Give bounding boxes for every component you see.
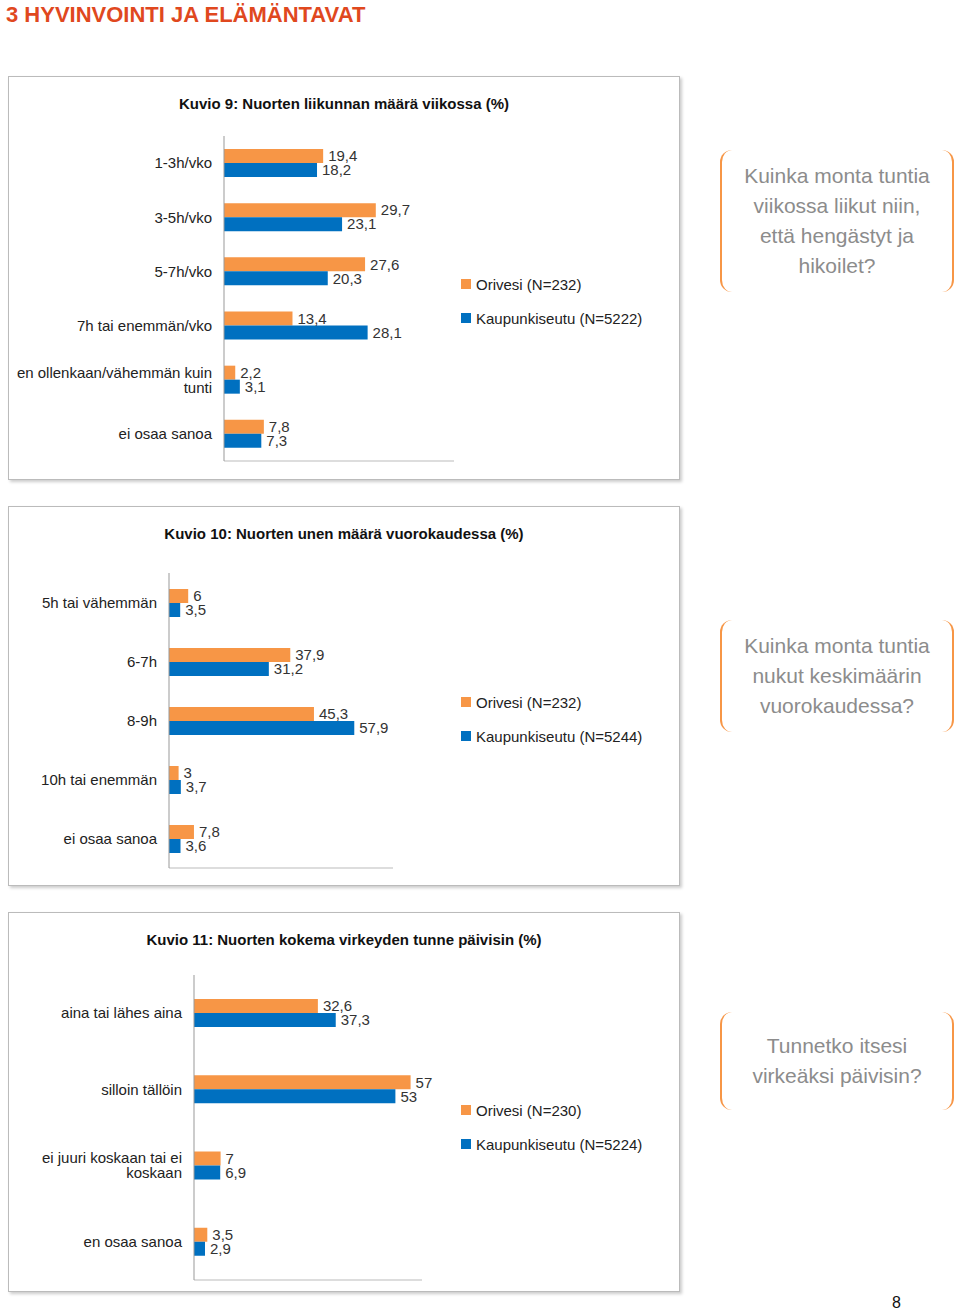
svg-text:7,8: 7,8 xyxy=(199,823,220,841)
svg-text:3,5: 3,5 xyxy=(185,601,206,618)
svg-text:28,1: 28,1 xyxy=(373,324,402,341)
svg-text:53: 53 xyxy=(400,1088,417,1105)
svg-text:27,6: 27,6 xyxy=(370,256,399,273)
svg-text:aina tai lähes aina: aina tai lähes aina xyxy=(61,1004,183,1021)
svg-text:37,3: 37,3 xyxy=(341,1011,370,1028)
svg-text:57,9: 57,9 xyxy=(359,719,388,736)
svg-text:silloin tällöin: silloin tällöin xyxy=(101,1081,182,1098)
svg-text:6,9: 6,9 xyxy=(225,1164,246,1181)
svg-text:en osaa sanoa: en osaa sanoa xyxy=(84,1233,183,1250)
svg-text:ei osaa sanoa: ei osaa sanoa xyxy=(64,830,158,847)
svg-text:32,6: 32,6 xyxy=(322,997,353,1015)
svg-text:7h tai enemmän/vko: 7h tai enemmän/vko xyxy=(77,317,212,334)
html-text:Kuinka monta tuntia viikossa l: Kuinka monta tuntia viikossa liikut niin… xyxy=(744,164,930,277)
html-text:Kaupunkiseutu (N=5222): Kaupunkiseutu (N=5222) xyxy=(476,309,643,327)
svg-text:7,3: 7,3 xyxy=(266,432,287,449)
svg-text:10h tai enemmän: 10h tai enemmän xyxy=(41,771,157,788)
svg-text:8-9h: 8-9h xyxy=(127,712,157,729)
svg-text:29,7: 29,7 xyxy=(381,201,410,218)
svg-text:57: 57 xyxy=(416,1074,433,1091)
html-text:Orivesi (N=230): Orivesi (N=230) xyxy=(476,1101,582,1119)
svg-text:31,2: 31,2 xyxy=(274,660,303,677)
svg-text:ei juuri koskaan tai eikoskaan: ei juuri koskaan tai eikoskaan xyxy=(42,1149,182,1181)
html-text:Kuvio 9: Nuorten liikunnan mää: Kuvio 9: Nuorten liikunnan määrä viikoss… xyxy=(179,95,509,112)
svg-text:45,3: 45,3 xyxy=(319,705,348,722)
svg-text:3-5h/vko: 3-5h/vko xyxy=(154,209,212,226)
svg-text:5-7h/vko: 5-7h/vko xyxy=(154,263,212,280)
svg-text:2,9: 2,9 xyxy=(210,1240,231,1257)
svg-text:3,6: 3,6 xyxy=(186,837,207,854)
svg-text:23,1: 23,1 xyxy=(347,215,376,232)
svg-text:6-7h: 6-7h xyxy=(127,653,157,670)
svg-text:7,8: 7,8 xyxy=(268,418,290,436)
html-text:8: 8 xyxy=(892,1294,901,1311)
svg-text:ei osaa sanoa: ei osaa sanoa xyxy=(119,425,213,442)
svg-text:3,1: 3,1 xyxy=(245,378,266,395)
svg-text:1-3h/vko: 1-3h/vko xyxy=(154,154,212,171)
html-text:3 HYVINVOINTI JA ELÄMÄNTAVAT: 3 HYVINVOINTI JA ELÄMÄNTAVAT xyxy=(6,2,366,27)
svg-text:3,5: 3,5 xyxy=(212,1226,234,1244)
svg-text:en ollenkaan/vähemmän kuintunt: en ollenkaan/vähemmän kuintunti xyxy=(17,364,212,396)
html-text:Kuvio 10: Nuorten unen määrä v: Kuvio 10: Nuorten unen määrä vuorokaudes… xyxy=(164,525,524,542)
svg-text:7: 7 xyxy=(225,1149,234,1167)
svg-text:2,2: 2,2 xyxy=(240,364,262,381)
svg-text:37,9: 37,9 xyxy=(295,646,325,664)
svg-text:5h tai vähemmän: 5h tai vähemmän xyxy=(42,594,157,611)
html-text:Kaupunkiseutu (N=5244): Kaupunkiseutu (N=5244) xyxy=(476,727,643,745)
html-text:Orivesi (N=232): Orivesi (N=232) xyxy=(476,275,582,293)
svg-text:13,4: 13,4 xyxy=(297,310,326,327)
svg-text:3,7: 3,7 xyxy=(186,778,207,795)
svg-text:18,2: 18,2 xyxy=(322,161,351,178)
html-text:Tunnetko itsesi virkeäksi päiv: Tunnetko itsesi virkeäksi päivisin? xyxy=(752,1034,922,1087)
svg-text:6: 6 xyxy=(193,587,202,605)
html-text:Kaupunkiseutu (N=5224): Kaupunkiseutu (N=5224) xyxy=(476,1135,643,1153)
html-text:Kuvio 11: Nuorten kokema virke: Kuvio 11: Nuorten kokema virkeyden tunne… xyxy=(146,931,542,948)
svg-text:20,3: 20,3 xyxy=(333,270,362,287)
svg-text:19,4: 19,4 xyxy=(328,147,358,165)
html-text:Kuinka monta tuntia nukut kesk: Kuinka monta tuntia nukut keskimäärin vu… xyxy=(744,634,930,717)
svg-text:3: 3 xyxy=(183,764,192,782)
html-text:Orivesi (N=232): Orivesi (N=232) xyxy=(476,693,582,711)
